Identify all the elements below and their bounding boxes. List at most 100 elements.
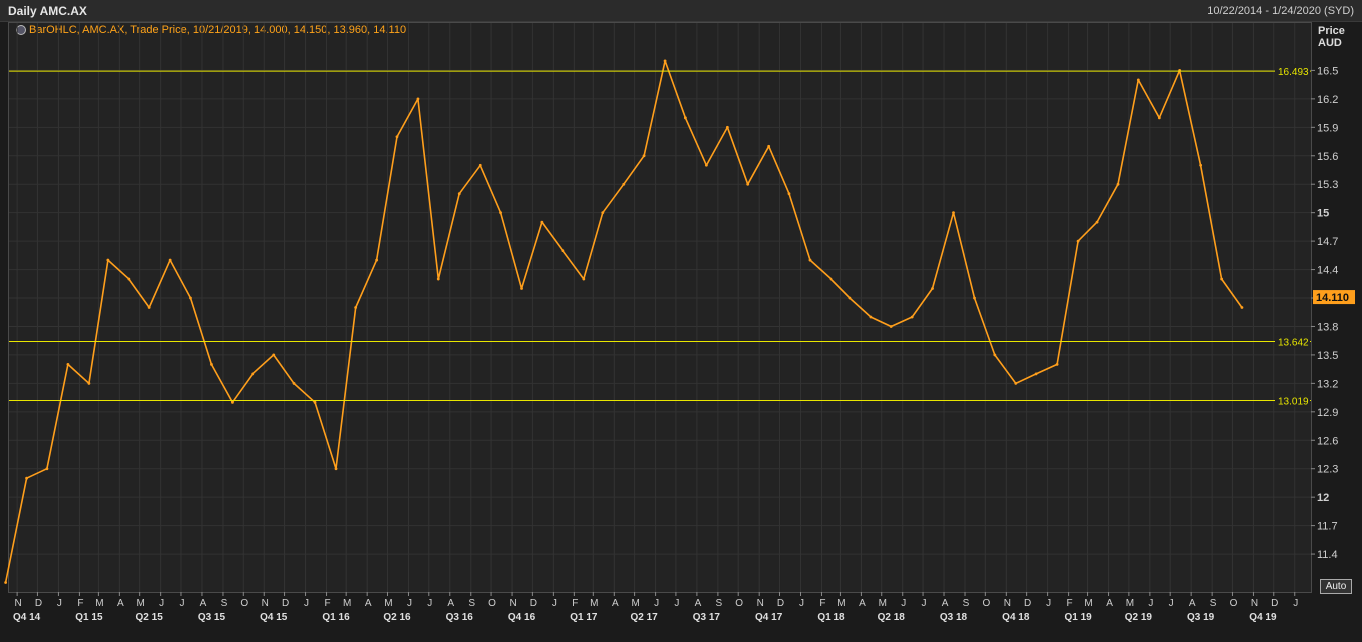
price-point (601, 211, 605, 215)
quarter-label: Q3 16 (446, 612, 474, 623)
y-tick-label: 15.9 (1317, 122, 1338, 134)
x-tick-label: N (509, 598, 516, 609)
x-tick-label: N (15, 598, 22, 609)
y-axis-label: Price AUD (1318, 25, 1345, 49)
price-point (787, 192, 791, 196)
price-point (66, 363, 70, 366)
x-tick-label: M (1126, 598, 1134, 609)
y-tick-label: 13.2 (1317, 378, 1338, 390)
price-point (334, 467, 338, 471)
plot-area[interactable] (8, 22, 1312, 593)
x-tick-label: D (530, 598, 537, 609)
quarter-label: Q2 18 (878, 612, 906, 623)
price-point (561, 249, 565, 253)
price-point (416, 97, 420, 101)
x-tick-label: D (282, 598, 289, 609)
x-tick-label: J (1293, 598, 1298, 609)
x-tick-label: S (716, 598, 723, 609)
y-tick-label: 12.3 (1317, 464, 1338, 476)
price-point (767, 144, 771, 148)
y-tick-label: 15.6 (1317, 151, 1338, 163)
price-point (25, 476, 29, 480)
x-tick-label: J (552, 598, 557, 609)
price-point (45, 467, 49, 471)
x-tick-label: M (879, 598, 887, 609)
y-tick-label: 16.5 (1317, 65, 1338, 77)
quarter-label: Q1 16 (322, 612, 350, 623)
reference-label-bg (1275, 393, 1310, 407)
x-tick-label: N (262, 598, 269, 609)
price-point (1240, 306, 1244, 309)
x-tick-label: M (343, 598, 351, 609)
price-point (869, 315, 873, 319)
price-point (973, 296, 976, 300)
quarter-label: Q3 17 (693, 612, 721, 623)
x-tick-label: S (963, 598, 970, 609)
x-tick-label: J (1148, 598, 1153, 609)
reference-line-label: 13.642 (1278, 337, 1309, 348)
x-tick-label: N (1251, 598, 1258, 609)
x-tick-label: D (777, 598, 784, 609)
x-tick-label: M (631, 598, 639, 609)
quarter-label: Q1 15 (75, 612, 103, 623)
x-tick-label: J (159, 598, 164, 609)
quarter-label: Q2 15 (136, 612, 164, 623)
price-point (313, 400, 317, 404)
legend[interactable]: BarOHLC, AMC.AX, Trade Price, 10/21/2019… (16, 24, 406, 36)
x-tick-label: M (95, 598, 103, 609)
quarter-label: Q4 14 (13, 612, 41, 623)
x-tick-label: F (1067, 598, 1073, 609)
window-title-bar: Daily AMC.AX 10/22/2014 - 1/24/2020 (SYD… (0, 0, 1362, 22)
legend-text: BarOHLC, AMC.AX, Trade Price, 10/21/2019… (29, 24, 407, 36)
date-range: 10/22/2014 - 1/24/2020 (SYD) (1207, 5, 1354, 17)
price-point (1136, 78, 1140, 82)
x-tick-label: A (1106, 598, 1113, 609)
y-tick-label: 13.5 (1317, 350, 1338, 362)
price-point (478, 163, 482, 167)
auto-scale-button[interactable]: Auto (1320, 579, 1352, 594)
quarter-label: Q3 15 (198, 612, 226, 623)
price-point (210, 363, 213, 366)
last-price-badge (1313, 290, 1355, 305)
x-tick-label: A (1189, 598, 1196, 609)
price-point (993, 353, 997, 357)
price-point (251, 372, 255, 376)
x-tick-label: O (240, 598, 248, 609)
reference-line-label: 13.019 (1278, 397, 1309, 408)
quarter-label: Q2 17 (630, 612, 658, 623)
y-axis-label-price: Price (1318, 25, 1345, 37)
x-tick-label: A (365, 598, 372, 609)
x-tick-label: D (35, 598, 42, 609)
price-point (1034, 372, 1038, 376)
x-tick-label: O (488, 598, 496, 609)
price-point (1055, 363, 1059, 366)
quarter-label: Q1 18 (817, 612, 845, 623)
quarter-label: Q3 19 (1187, 612, 1215, 623)
reference-line-label: 16.493 (1278, 67, 1309, 78)
price-point (354, 306, 358, 309)
price-point (808, 258, 812, 262)
price-point (231, 400, 234, 404)
quarter-label: Q4 18 (1002, 612, 1030, 623)
quarter-label: Q2 16 (383, 612, 411, 623)
x-tick-label: J (1169, 598, 1174, 609)
x-tick-label: A (447, 598, 454, 609)
y-tick-label: 14.7 (1317, 236, 1338, 248)
reference-label-bg (1275, 64, 1310, 78)
x-tick-label: J (1046, 598, 1051, 609)
x-tick-label: J (654, 598, 659, 609)
x-tick-label: F (324, 598, 330, 609)
x-tick-label: M (384, 598, 392, 609)
price-point (106, 258, 110, 262)
price-point (395, 135, 399, 139)
x-tick-label: M (590, 598, 598, 609)
x-tick-label: D (1271, 598, 1278, 609)
price-point (704, 163, 708, 167)
price-point (436, 277, 440, 281)
price-series-line (4, 60, 1243, 583)
x-tick-label: N (1004, 598, 1011, 609)
price-point (622, 182, 626, 186)
x-tick-label: O (1230, 598, 1238, 609)
x-tick-label: O (982, 598, 990, 609)
quarter-label: Q4 17 (755, 612, 783, 623)
